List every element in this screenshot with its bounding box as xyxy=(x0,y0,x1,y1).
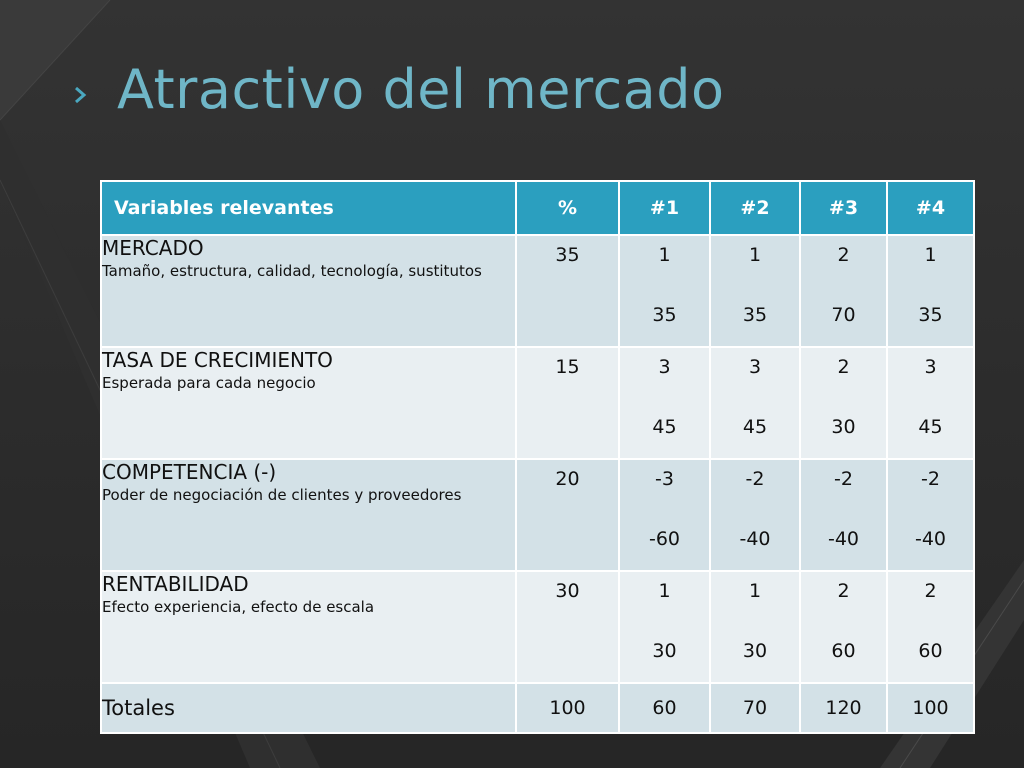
header-variables: Variables relevantes xyxy=(100,180,517,236)
score-value: 2 xyxy=(837,244,850,266)
variable-label: TASA DE CRECIMIENTO xyxy=(102,348,333,372)
percent-cell: 20 xyxy=(515,458,620,572)
totals-percent: 100 xyxy=(515,682,620,734)
table-row: RENTABILIDAD Efecto experiencia, efecto … xyxy=(100,570,975,684)
percent-cell: 15 xyxy=(515,346,620,460)
weighted-value: -60 xyxy=(648,528,681,550)
weighted-value: 70 xyxy=(831,304,856,326)
score-cell: -2 -40 xyxy=(709,458,801,572)
weighted-value: 60 xyxy=(831,640,856,662)
header-3: #3 xyxy=(799,180,888,236)
variable-sublabel: Esperada para cada negocio xyxy=(102,374,316,392)
market-attractiveness-table: Variables relevantes % #1 #2 #3 #4 MERCA… xyxy=(100,180,975,734)
variable-label: COMPETENCIA (-) xyxy=(102,460,277,484)
score-value: 2 xyxy=(924,580,937,602)
percent-value: 35 xyxy=(555,244,580,266)
variable-cell: COMPETENCIA (-) Poder de negociación de … xyxy=(100,458,517,572)
score-cell: 2 30 xyxy=(799,346,888,460)
totals-value: 120 xyxy=(799,682,888,734)
score-value: 3 xyxy=(748,356,762,378)
variable-sublabel: Tamaño, estructura, calidad, tecnología,… xyxy=(102,262,482,280)
score-value: -2 xyxy=(745,468,765,490)
variable-cell: MERCADO Tamaño, estructura, calidad, tec… xyxy=(100,234,517,348)
weighted-value: -40 xyxy=(914,528,947,550)
score-value: 1 xyxy=(658,580,671,602)
percent-value: 20 xyxy=(555,468,580,490)
percent-cell: 35 xyxy=(515,234,620,348)
score-value: -2 xyxy=(921,468,940,490)
score-value: 1 xyxy=(748,244,762,266)
variable-cell: TASA DE CRECIMIENTO Esperada para cada n… xyxy=(100,346,517,460)
totals-value: 100 xyxy=(886,682,975,734)
score-cell: 2 60 xyxy=(799,570,888,684)
score-cell: 1 30 xyxy=(709,570,801,684)
score-cell: 3 45 xyxy=(709,346,801,460)
weighted-value: -40 xyxy=(827,528,860,550)
weighted-value: 45 xyxy=(742,416,768,438)
header-1: #1 xyxy=(618,180,711,236)
score-cell: 1 35 xyxy=(886,234,975,348)
slide-title: Atractivo del mercado xyxy=(117,58,725,121)
variable-sublabel: Efecto experiencia, efecto de escala xyxy=(102,598,375,616)
score-cell: -3 -60 xyxy=(618,458,711,572)
score-cell: 3 45 xyxy=(618,346,711,460)
percent-value: 15 xyxy=(555,356,580,378)
table-row: COMPETENCIA (-) Poder de negociación de … xyxy=(100,458,975,572)
weighted-value: -40 xyxy=(739,528,771,550)
score-cell: 1 30 xyxy=(618,570,711,684)
table-row: TASA DE CRECIMIENTO Esperada para cada n… xyxy=(100,346,975,460)
weighted-value: 35 xyxy=(652,304,677,326)
variable-label: RENTABILIDAD xyxy=(102,572,249,596)
totals-value: 70 xyxy=(709,682,801,734)
table-header-row: Variables relevantes % #1 #2 #3 #4 xyxy=(100,180,975,236)
weighted-value: 45 xyxy=(652,416,677,438)
variable-cell: RENTABILIDAD Efecto experiencia, efecto … xyxy=(100,570,517,684)
score-cell: 1 35 xyxy=(709,234,801,348)
variable-label: MERCADO xyxy=(102,236,204,260)
score-value: 1 xyxy=(748,580,762,602)
header-percent: % xyxy=(515,180,620,236)
percent-value: 30 xyxy=(555,580,580,602)
score-value: 3 xyxy=(658,356,671,378)
weighted-value: 30 xyxy=(742,640,768,662)
score-value: -3 xyxy=(655,468,674,490)
weighted-value: 45 xyxy=(918,416,943,438)
title-bullet-icon xyxy=(75,86,87,104)
weighted-value: 30 xyxy=(652,640,677,662)
weighted-value: 60 xyxy=(918,640,943,662)
totals-label: Totales xyxy=(100,682,517,734)
weighted-value: 30 xyxy=(831,416,856,438)
score-cell: 2 70 xyxy=(799,234,888,348)
percent-cell: 30 xyxy=(515,570,620,684)
score-cell: 1 35 xyxy=(618,234,711,348)
score-cell: -2 -40 xyxy=(799,458,888,572)
header-4: #4 xyxy=(886,180,975,236)
score-cell: 3 45 xyxy=(886,346,975,460)
table-row: MERCADO Tamaño, estructura, calidad, tec… xyxy=(100,234,975,348)
variable-sublabel: Poder de negociación de clientes y prove… xyxy=(102,486,462,504)
weighted-value: 35 xyxy=(742,304,768,326)
score-value: 3 xyxy=(924,356,937,378)
score-cell: -2 -40 xyxy=(886,458,975,572)
header-2: #2 xyxy=(709,180,801,236)
score-value: 2 xyxy=(837,356,850,378)
score-value: 2 xyxy=(837,580,850,602)
score-value: -2 xyxy=(834,468,853,490)
score-value: 1 xyxy=(658,244,671,266)
score-cell: 2 60 xyxy=(886,570,975,684)
totals-value: 60 xyxy=(618,682,711,734)
score-value: 1 xyxy=(924,244,937,266)
totals-row: Totales 100 60 70 120 100 xyxy=(100,682,975,734)
weighted-value: 35 xyxy=(918,304,943,326)
